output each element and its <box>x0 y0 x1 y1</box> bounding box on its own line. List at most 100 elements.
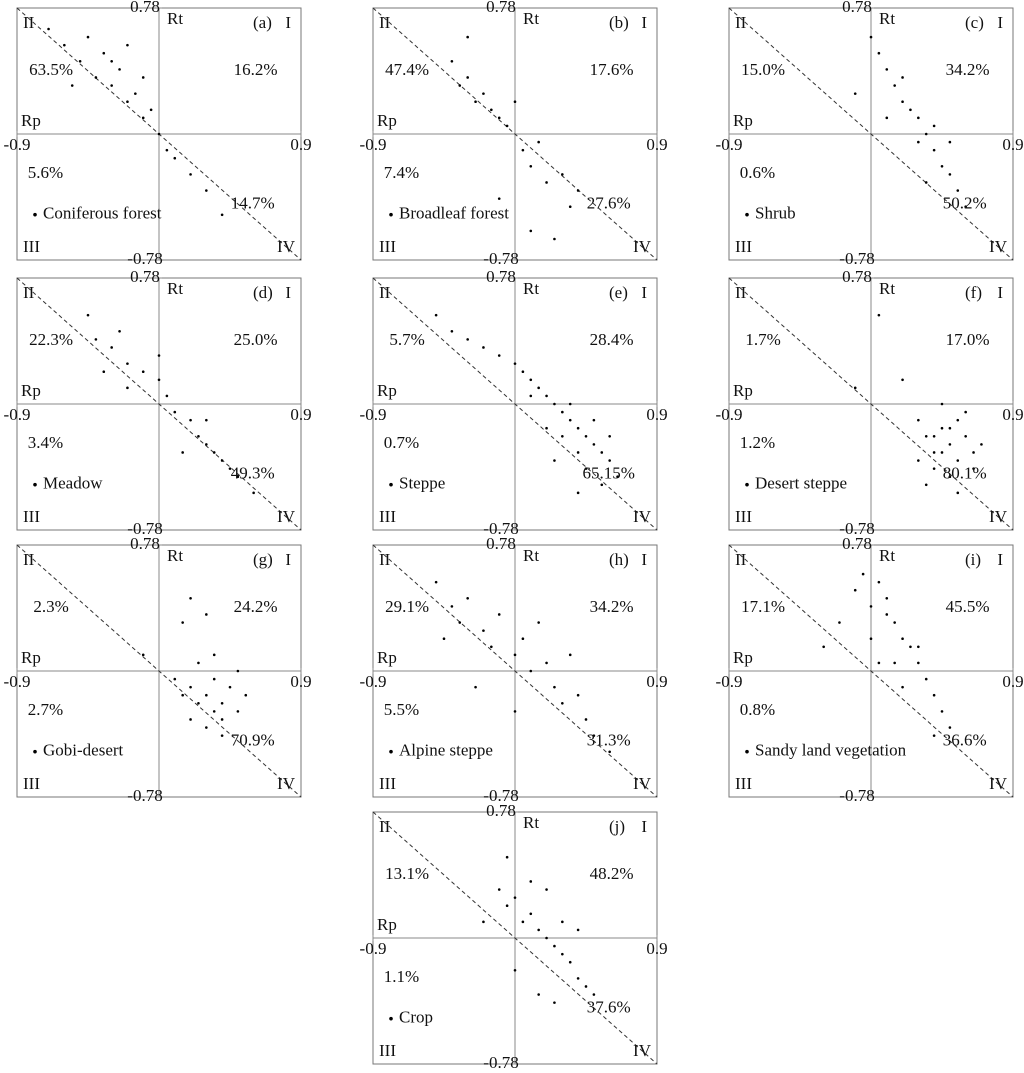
point <box>513 710 517 713</box>
point <box>901 76 904 79</box>
y-tick-label: 0.78 <box>130 534 160 553</box>
x-axis-label: Rp <box>21 111 41 130</box>
point <box>885 597 889 600</box>
point <box>545 181 548 184</box>
quadrant-name: III <box>379 1041 396 1060</box>
point <box>529 880 533 883</box>
point <box>189 718 192 721</box>
quadrant-name: I <box>641 283 647 302</box>
y-tick-label: 0.78 <box>842 0 872 16</box>
quadrant-name: II <box>379 13 391 32</box>
point <box>141 76 145 79</box>
diagonal <box>728 277 1014 531</box>
point <box>576 426 580 430</box>
point <box>576 491 580 495</box>
point <box>141 116 145 120</box>
point <box>173 410 177 414</box>
point <box>917 661 920 665</box>
point <box>189 597 192 600</box>
point <box>853 92 857 95</box>
panel: Gobi-desert -0.9 0.9 -0.78 0.78 Rp Rt (g) I 24.2%… <box>4 534 312 805</box>
quadrant-share: 31.3% <box>587 730 631 749</box>
quadrant-name: I <box>997 283 1003 302</box>
point <box>545 661 548 665</box>
panel: Broadleaf forest -0.9 0.9 -0.78 0.78 Rp Rt (b) I… <box>360 0 668 268</box>
quadrant-share: 1.7% <box>745 330 780 349</box>
x-tick-label: -0.9 <box>360 939 387 958</box>
quadrant-name: II <box>735 13 747 32</box>
x-tick-label: -0.9 <box>716 672 743 691</box>
point <box>220 213 224 217</box>
panel-title: (i) <box>965 550 981 569</box>
point <box>165 394 169 398</box>
point <box>228 685 232 689</box>
point <box>576 451 580 454</box>
point <box>212 677 216 681</box>
point <box>932 451 936 454</box>
point <box>553 1001 556 1004</box>
quadrant-share: 5.6% <box>28 163 63 182</box>
quadrant-share: 34.2% <box>946 60 990 79</box>
quadrant-name: I <box>997 13 1003 32</box>
point <box>600 483 604 487</box>
point <box>545 394 548 398</box>
quadrant-name: II <box>23 283 35 302</box>
point <box>545 426 548 430</box>
point <box>553 402 556 406</box>
point <box>490 645 493 649</box>
point <box>157 354 161 357</box>
y-tick-label: -0.78 <box>483 519 518 538</box>
quadrant-name: II <box>23 13 35 32</box>
point <box>924 181 928 184</box>
point <box>964 435 967 438</box>
legend-label: Crop <box>399 1008 433 1027</box>
quadrant-share: 65.15% <box>583 463 635 482</box>
quadrant-share: 25.0% <box>234 330 278 349</box>
point <box>466 76 469 79</box>
quadrant-name: III <box>735 507 752 526</box>
point <box>173 677 177 681</box>
point <box>568 205 572 208</box>
y-tick-label: 0.78 <box>130 267 160 286</box>
point <box>940 426 944 430</box>
point <box>901 685 904 689</box>
point <box>584 718 588 721</box>
point <box>877 661 881 665</box>
point <box>181 451 184 454</box>
panel: Sandy land vegetation -0.9 0.9 -0.78 0.78 Rp R… <box>716 534 1024 805</box>
panel-title: (c) <box>965 13 984 32</box>
panel-title: (j) <box>609 817 625 836</box>
y-tick-label: 0.78 <box>130 0 160 16</box>
point <box>932 467 936 470</box>
quadrant-share: 24.2% <box>234 597 278 616</box>
point <box>917 116 920 120</box>
x-axis-label: Rp <box>21 648 41 667</box>
legend-label: Steppe <box>399 474 445 493</box>
point <box>102 370 106 373</box>
x-tick-label: 0.9 <box>646 672 667 691</box>
point <box>576 693 580 697</box>
legend-label: Sandy land vegetation <box>755 741 907 760</box>
quadrant-name: II <box>735 283 747 302</box>
point <box>165 148 169 152</box>
legend-marker <box>33 749 37 754</box>
point <box>592 418 596 422</box>
y-tick-label: -0.78 <box>127 786 162 805</box>
point <box>584 985 588 988</box>
point <box>236 669 240 673</box>
point <box>529 669 533 673</box>
point <box>592 734 596 737</box>
point <box>869 637 873 640</box>
quadrant-name: II <box>379 283 391 302</box>
point <box>529 229 533 233</box>
quadrant-share: 28.4% <box>590 330 634 349</box>
quadrant-share: 0.6% <box>740 163 775 182</box>
y-tick-label: -0.78 <box>839 249 874 268</box>
point <box>70 84 74 87</box>
point <box>181 621 184 624</box>
point <box>561 920 564 924</box>
point <box>608 435 611 438</box>
x-axis-label: Rp <box>733 381 753 400</box>
x-axis-label: Rp <box>377 111 397 130</box>
point <box>948 140 952 144</box>
